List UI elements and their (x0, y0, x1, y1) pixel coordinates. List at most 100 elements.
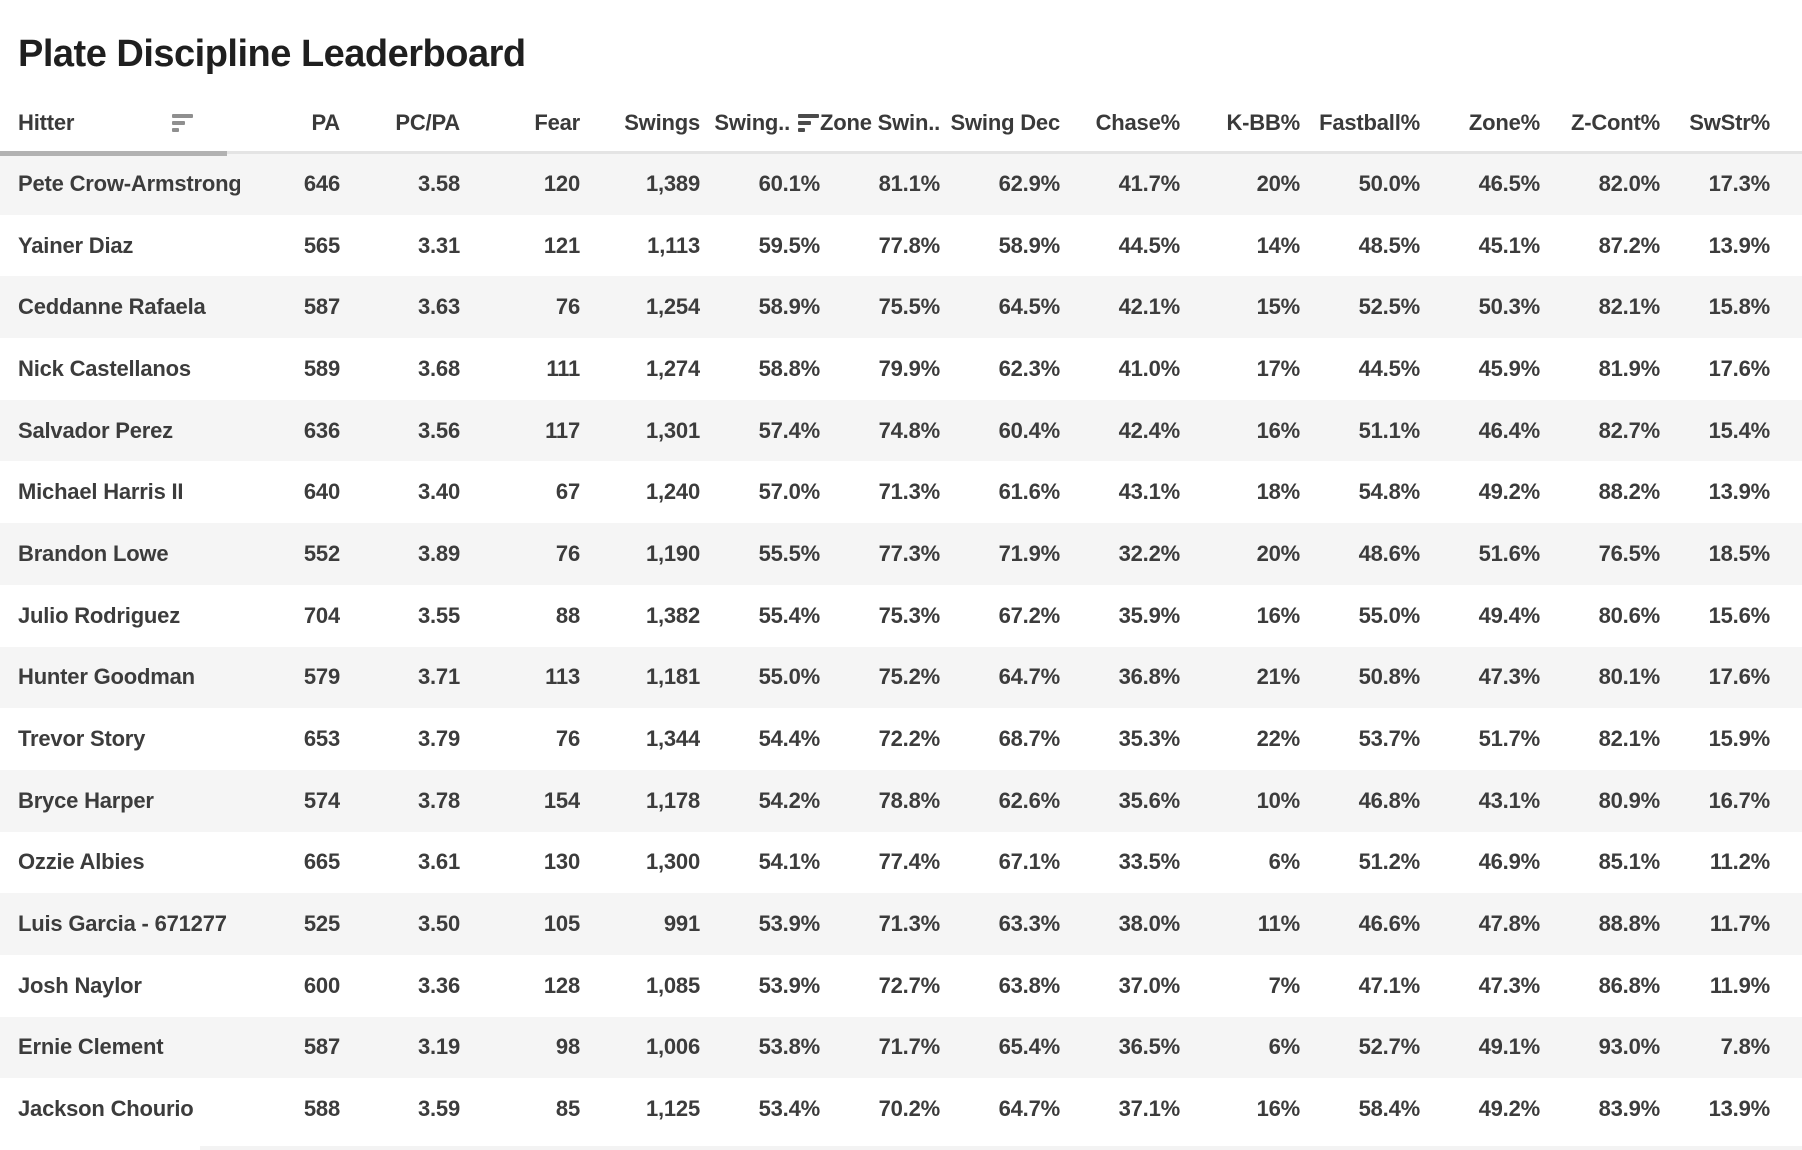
hitter-name-cell[interactable]: Bryce Harper (18, 787, 154, 813)
hitter-name-cell[interactable]: Luis Garcia - 671277 (18, 911, 227, 937)
column-header-fastball_pct[interactable]: Fastball% (1300, 93, 1420, 153)
hitter-name-cell[interactable]: Trevor Story (18, 726, 146, 752)
stat-cell: 71.7% (878, 1034, 940, 1060)
column-header-pc_pa[interactable]: PC/PA (340, 93, 460, 153)
stat-cell: 552 (303, 540, 340, 566)
stat-cell: 75.3% (878, 602, 940, 628)
hitter-name-cell[interactable]: Ernie Clement (18, 1034, 164, 1060)
hitter-name-cell[interactable]: Ozzie Albies (18, 849, 145, 875)
table-row: Ozzie Albies 665 3.61 130 1,300 54.1% 77.4% 67.… (0, 831, 1802, 894)
stat-cell: 78.8% (878, 787, 940, 813)
stat-cell: 71.3% (878, 479, 940, 505)
stat-cell: 3.31 (417, 232, 460, 258)
hitter-name-cell[interactable]: Hunter Goodman (18, 664, 195, 690)
stat-cell: 64.7% (998, 1096, 1060, 1122)
column-header-k_bb_pct[interactable]: K-BB% (1180, 93, 1300, 153)
sort-icon-hitter (172, 114, 194, 132)
stat-cell: 636 (303, 417, 340, 443)
stat-cell: 49.4% (1478, 602, 1540, 628)
stat-cell: 3.79 (417, 726, 460, 752)
stat-cell: 15.6% (1708, 602, 1771, 628)
stat-cell: 7.8% (1720, 1034, 1771, 1060)
column-header-swing_pct[interactable]: Swing.. (700, 93, 820, 153)
stat-cell: 46.8% (1358, 787, 1420, 813)
hitter-name-cell[interactable]: Pete Crow-Armstrong (18, 170, 240, 196)
stat-cell: 46.4% (1478, 417, 1540, 443)
stat-cell: 81.1% (878, 170, 940, 196)
stat-cell: 600 (303, 972, 340, 998)
column-header-swing_dec[interactable]: Swing Dec (940, 93, 1060, 153)
hitter-name-cell[interactable]: Yainer Diaz (18, 232, 134, 258)
stat-cell: 58.4% (1358, 1096, 1420, 1122)
stat-cell: 1,344 (645, 726, 700, 752)
column-header-chase_pct[interactable]: Chase% (1060, 93, 1180, 153)
stat-cell: 14% (1256, 232, 1300, 258)
stat-cell: 589 (303, 355, 340, 381)
column-label: Zone Swin.. (820, 110, 940, 135)
table-row: Yainer Diaz 565 3.31 121 1,113 59.5% 77.8% 58.9… (0, 214, 1802, 277)
table-body: Pete Crow-Armstrong 646 3.58 120 1,389 60.1% 8… (0, 153, 1802, 1140)
stat-cell: 75.5% (878, 294, 940, 320)
table-row: Bryce Harper 574 3.78 154 1,178 54.2% 78.8% 62.… (0, 769, 1802, 832)
stat-cell: 33.5% (1118, 849, 1180, 875)
stat-cell: 67.2% (998, 602, 1060, 628)
hitter-name-cell[interactable]: Brandon Lowe (18, 540, 169, 566)
stat-cell: 3.71 (417, 664, 460, 690)
stat-cell: 67.1% (998, 849, 1060, 875)
stat-cell: 117 (545, 417, 580, 443)
hitter-name-cell[interactable]: Michael Harris II (18, 479, 184, 505)
hitter-name-cell[interactable]: Ceddanne Rafaela (18, 294, 206, 320)
filler-cell (1780, 153, 1802, 215)
table-row: Josh Naylor 600 3.36 128 1,085 53.9% 72.7% 63.8… (0, 954, 1802, 1017)
hitter-name-cell[interactable]: Jackson Chourio (18, 1096, 194, 1122)
stat-cell: 15% (1256, 294, 1300, 320)
hitter-name-cell[interactable]: Josh Naylor (18, 972, 142, 998)
stat-cell: 41.0% (1118, 355, 1180, 381)
column-header-swstr_pct[interactable]: SwStr% (1660, 93, 1780, 153)
column-header-fear[interactable]: Fear (460, 93, 580, 153)
table-row: Luis Garcia - 671277 525 3.50 105 991 53.9% 71… (0, 893, 1802, 955)
stat-cell: 51.2% (1358, 849, 1420, 875)
stat-cell: 77.8% (878, 232, 940, 258)
hitter-name-cell[interactable]: Julio Rodriguez (18, 602, 181, 628)
filler-cell (1780, 955, 1802, 1017)
stat-cell: 42.4% (1118, 417, 1180, 443)
filler-cell (1780, 832, 1802, 894)
stat-cell: 49.1% (1478, 1034, 1540, 1060)
stat-cell: 121 (543, 232, 580, 258)
filler-cell (1780, 770, 1802, 832)
stat-cell: 16% (1256, 1096, 1300, 1122)
hitter-name-cell[interactable]: Salvador Perez (18, 417, 173, 443)
stat-cell: 36.5% (1118, 1034, 1180, 1060)
stat-cell: 50.0% (1358, 170, 1420, 196)
column-header-hitter[interactable]: Hitter (0, 93, 240, 153)
filler-cell (1780, 338, 1802, 400)
stat-cell: 13.9% (1708, 232, 1771, 258)
stat-cell: 38.0% (1118, 911, 1180, 937)
column-header-zone_pct[interactable]: Zone% (1420, 93, 1540, 153)
stat-cell: 565 (303, 232, 340, 258)
stat-cell: 22% (1256, 726, 1300, 752)
stat-cell: 43.1% (1118, 479, 1180, 505)
column-header-pa[interactable]: PA (240, 93, 340, 153)
column-header-z_cont_pct[interactable]: Z-Cont% (1540, 93, 1660, 153)
stat-cell: 665 (303, 849, 340, 875)
stat-cell: 53.8% (758, 1034, 820, 1060)
stat-cell: 13.9% (1708, 1096, 1771, 1122)
column-header-swings[interactable]: Swings (580, 93, 700, 153)
stat-cell: 11.9% (1709, 972, 1770, 998)
stat-cell: 525 (303, 911, 340, 937)
stat-cell: 76 (555, 294, 580, 320)
stat-cell: 46.9% (1478, 849, 1540, 875)
stat-cell: 3.89 (417, 540, 460, 566)
stat-cell: 80.1% (1598, 664, 1660, 690)
stat-cell: 67 (555, 479, 580, 505)
stat-cell: 98 (555, 1034, 580, 1060)
hitter-name-cell[interactable]: Nick Castellanos (18, 355, 191, 381)
stat-cell: 80.6% (1598, 602, 1660, 628)
scrollbar-thumb[interactable] (0, 151, 227, 156)
stat-cell: 105 (543, 911, 580, 937)
stat-cell: 88 (555, 602, 580, 628)
stat-cell: 57.4% (758, 417, 820, 443)
column-header-zone_swing[interactable]: Zone Swin.. (820, 93, 940, 153)
